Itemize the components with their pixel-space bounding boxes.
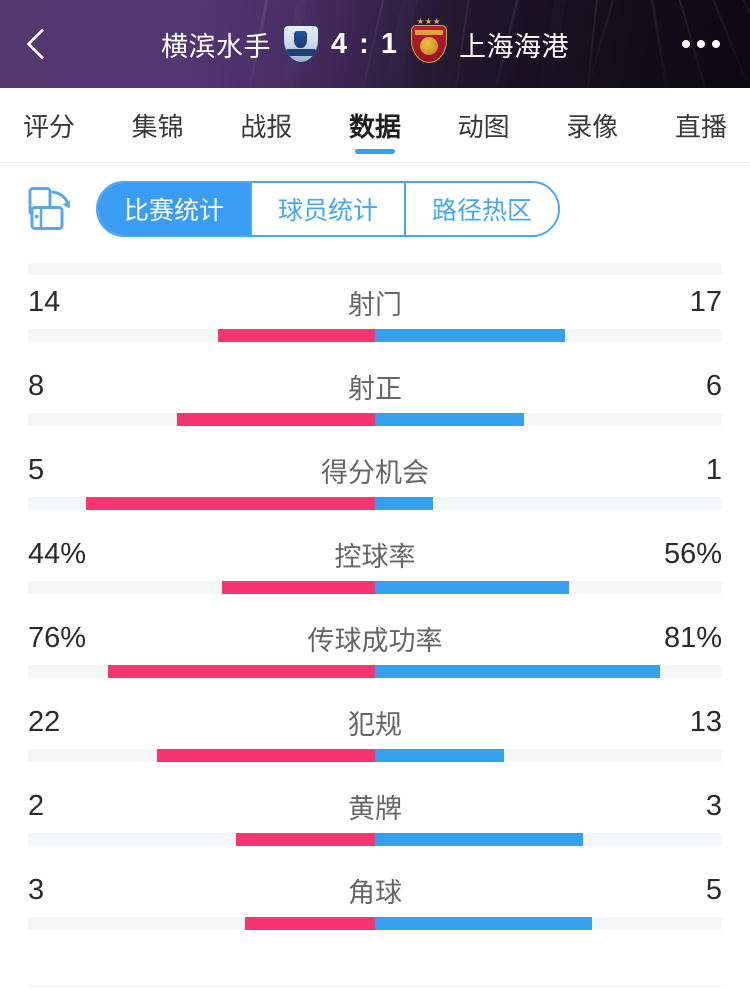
list-bottom-divider <box>28 986 722 987</box>
stat-bar-away <box>375 497 433 510</box>
home-team-name: 横滨水手 <box>160 31 271 62</box>
stat-bar-away <box>375 329 566 342</box>
tab-label: 直播 <box>674 111 727 142</box>
crest-stars-icon: ★★★ <box>416 17 442 26</box>
segment-heatmap[interactable]: 路径热区 <box>404 183 559 235</box>
stat-away-value: 5 <box>705 873 722 906</box>
stat-label: 得分机会 <box>321 457 429 488</box>
stat-row: 3 角球 5 <box>28 863 722 947</box>
stat-bar-home <box>236 833 375 846</box>
tab-label: 数据 <box>348 111 401 142</box>
segment-player-stats[interactable]: 球员统计 <box>250 183 405 235</box>
back-button[interactable] <box>0 0 78 88</box>
partial-stat-row-above <box>28 255 722 275</box>
stat-home-value: 3 <box>28 873 45 906</box>
stat-bar-home <box>222 581 375 594</box>
tab-label: 集锦 <box>131 111 184 142</box>
stat-bar-home <box>218 329 375 342</box>
stat-label: 黄牌 <box>348 793 402 824</box>
tab-luxiang[interactable]: 录像 <box>557 88 627 163</box>
stat-bar-home <box>107 665 375 678</box>
stat-home-value: 22 <box>28 705 61 738</box>
stat-label: 传球成功率 <box>307 625 443 656</box>
tab-dongtu[interactable]: 动图 <box>449 88 519 163</box>
stat-bar-away <box>375 581 570 594</box>
segment-label: 路径热区 <box>432 197 533 225</box>
stat-label: 角球 <box>348 877 402 908</box>
stat-bar-track <box>28 263 722 275</box>
stat-away-value: 17 <box>689 285 722 318</box>
stat-bar-away <box>375 833 584 846</box>
stat-home-value: 5 <box>28 453 45 486</box>
tab-label: 动图 <box>457 111 510 142</box>
back-chevron-icon <box>26 28 58 60</box>
stat-bar-home <box>176 413 375 426</box>
stat-row: 14 射门 17 <box>28 275 722 359</box>
match-score-block: 横滨水手 4 : 1 ★★★ 上海海港 <box>78 18 652 64</box>
stat-home-value: 8 <box>28 369 45 402</box>
tab-label: 战报 <box>240 111 293 142</box>
stat-home-value: 14 <box>28 285 61 318</box>
crest-band <box>415 30 444 35</box>
tab-label: 评分 <box>23 111 76 142</box>
tab-jijin[interactable]: 集锦 <box>123 88 193 163</box>
stat-bar-home <box>85 497 375 510</box>
stat-row: 76% 传球成功率 81% <box>28 611 722 695</box>
stat-away-value: 56% <box>663 537 722 570</box>
match-score: 4 : 1 <box>330 27 400 60</box>
stat-away-value: 81% <box>663 621 722 654</box>
stat-bar-track <box>28 833 722 846</box>
away-team-name: 上海海港 <box>459 31 570 62</box>
stat-label: 射门 <box>348 289 402 320</box>
stat-bar-home <box>244 917 375 930</box>
segment-label: 球员统计 <box>278 197 379 225</box>
stats-view-controls: 比赛统计 球员统计 路径热区 <box>0 163 750 255</box>
stat-label: 射正 <box>348 373 402 404</box>
stat-bar-away <box>375 917 592 930</box>
stat-bar-track <box>28 413 722 426</box>
stat-bar-away <box>375 749 504 762</box>
stat-row: 44% 控球率 56% <box>28 527 722 611</box>
stat-label: 犯规 <box>348 709 402 740</box>
stat-away-value: 13 <box>689 705 722 738</box>
tab-pingfen[interactable]: 评分 <box>14 88 84 163</box>
match-stats-list: 14 射门 17 8 射正 6 5 得分机会 1 <box>0 255 750 990</box>
rotate-screen-icon[interactable] <box>26 186 74 232</box>
stat-bar-track <box>28 917 722 930</box>
more-options-icon[interactable] <box>652 0 750 88</box>
stat-bar-away <box>375 413 524 426</box>
stat-home-value: 2 <box>28 789 45 822</box>
crest-emblem <box>420 37 439 55</box>
tab-zhanbao[interactable]: 战报 <box>231 88 301 163</box>
tab-label: 录像 <box>566 111 619 142</box>
stat-row: 2 黄牌 3 <box>28 779 722 863</box>
segment-label: 比赛统计 <box>124 197 225 225</box>
match-header: 横滨水手 4 : 1 ★★★ 上海海港 <box>0 0 750 88</box>
stat-away-value: 6 <box>705 369 722 402</box>
stat-home-value: 76% <box>28 621 87 654</box>
tab-zhibo[interactable]: 直播 <box>666 88 736 163</box>
stat-away-value: 1 <box>705 453 722 486</box>
stat-label: 控球率 <box>334 541 416 572</box>
header-background <box>0 0 750 88</box>
segment-match-stats[interactable]: 比赛统计 <box>98 183 251 235</box>
home-team-crest-icon <box>282 25 319 63</box>
stat-bar-track <box>28 749 722 762</box>
stat-row: 5 得分机会 1 <box>28 443 722 527</box>
away-team-crest-icon: ★★★ <box>411 18 448 63</box>
section-tabbar: 评分 集锦 战报 数据 动图 录像 直播 <box>0 88 750 163</box>
stat-home-value: 44% <box>28 537 87 570</box>
stat-away-value: 3 <box>705 789 722 822</box>
tab-shuju[interactable]: 数据 <box>340 88 410 163</box>
stat-bar-track <box>28 497 722 510</box>
stat-row: 8 射正 6 <box>28 359 722 443</box>
stat-bar-home <box>156 749 375 762</box>
stat-bar-track <box>28 581 722 594</box>
stats-segmented-control: 比赛统计 球员统计 路径热区 <box>96 181 561 237</box>
stat-row: 22 犯规 13 <box>28 695 722 779</box>
stat-bar-track <box>28 665 722 678</box>
stat-bar-away <box>375 665 660 678</box>
stat-bar-track <box>28 329 722 342</box>
